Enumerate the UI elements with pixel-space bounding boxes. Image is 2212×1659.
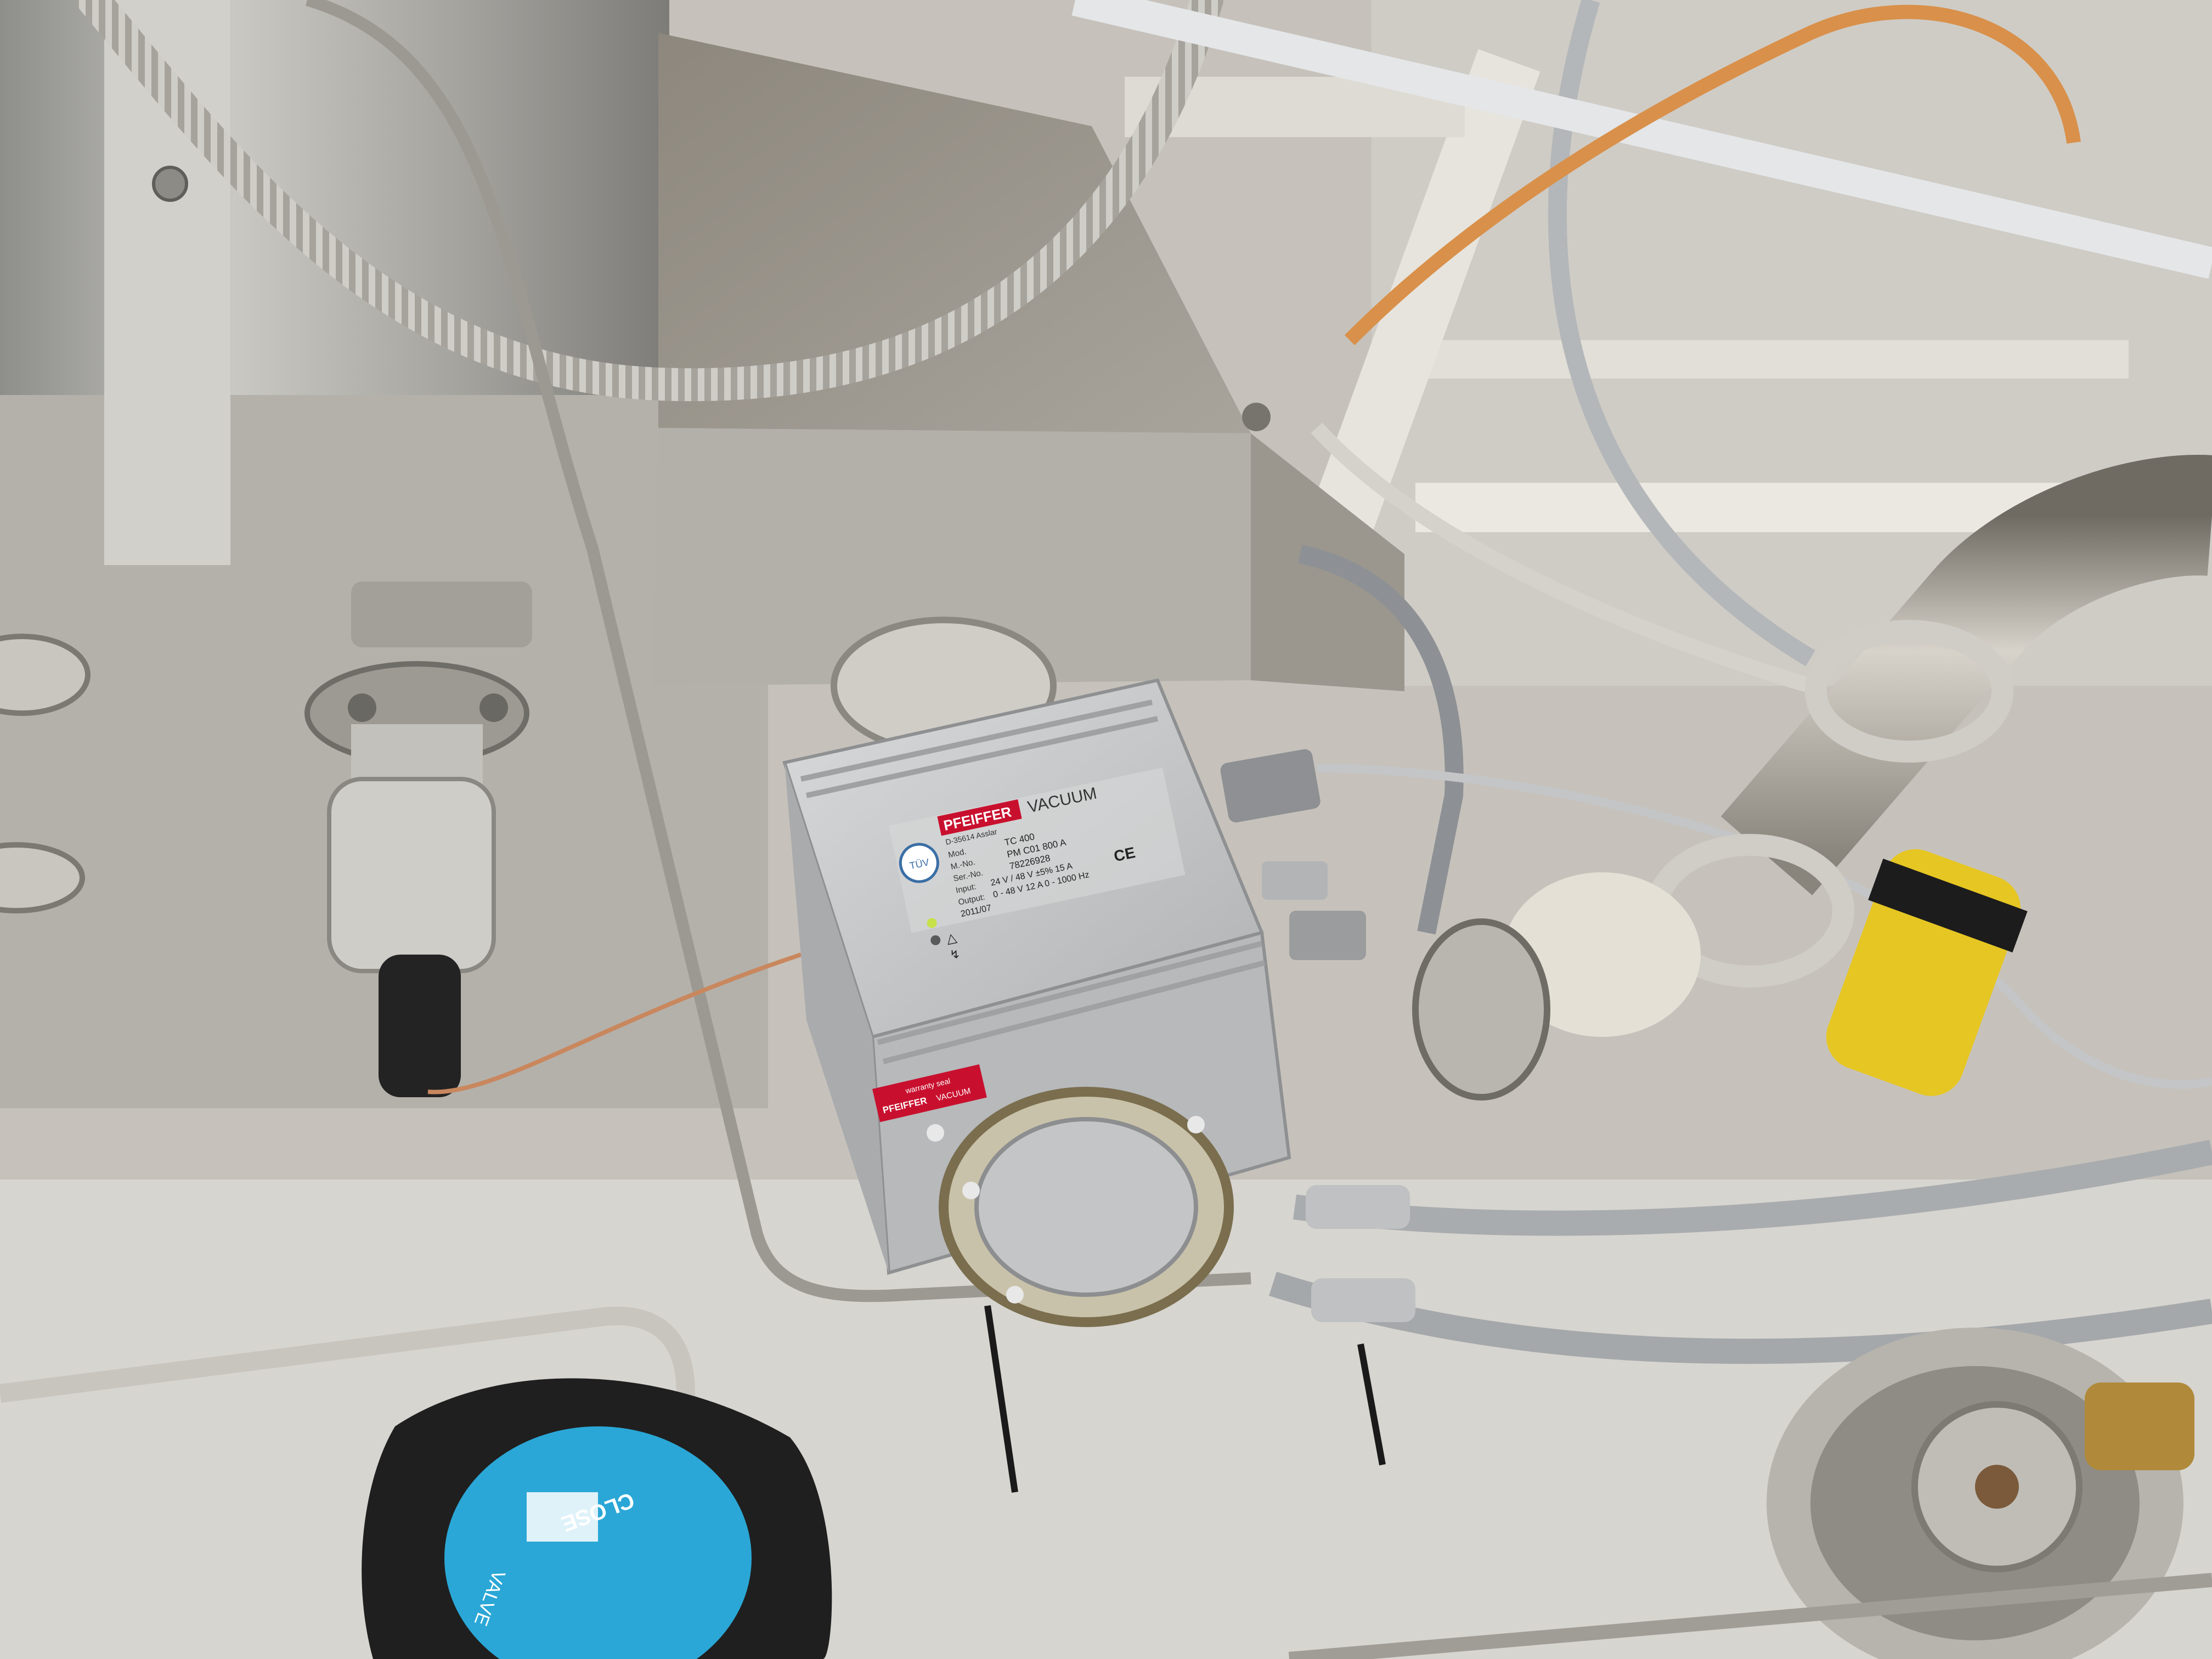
kf-pipe [1720,455,2212,895]
kf-clamp-upper [1805,620,2013,763]
white-gauge-body [1503,872,1701,1037]
upper-box-top [658,33,1251,433]
cable-black [984,1305,1018,1493]
steel-tube [305,0,1251,1302]
black-valve-band [1868,859,2028,953]
status-led [927,918,937,928]
bolt-head [152,166,188,202]
cable-gray-1 [1298,545,1464,935]
flex-hose [77,0,1223,402]
upper-box-front [653,428,1251,686]
tc400-controller [782,678,1291,1327]
valve-knob: CLOSE VALVE [362,1378,832,1659]
left-kf-clamp-lower [0,842,85,913]
cable-white [1071,0,2212,279]
warranty-seal: warranty seal PFEIFFER VACUUM [872,1064,987,1122]
feedthrough-assembly [304,582,532,1097]
cable-orange [1344,4,2081,346]
steel-tube-bottom [0,1306,695,1437]
gas-cylinder-valve [1767,1328,2194,1659]
box-bolt [1242,403,1271,431]
left-kf-clamp-upper [0,634,91,716]
floor-rail [1288,1573,2212,1659]
brand-badge [937,799,1022,836]
model-label: Mod. [947,847,967,860]
cable-connectors [1220,749,1415,1322]
cable-black-2 [1357,1343,1386,1466]
rating-plate: TÜV PFEIFFER VACUUM D-35614 Asslar Mod. … [889,767,1186,962]
rack-shelf [1415,340,2129,379]
lightning-icon: ↯ [949,946,961,962]
kf-flange-small [1412,918,1550,1101]
cable-gray-6 [1311,422,1813,693]
thermocouple-wire [427,952,802,1094]
status-led-2 [930,935,941,945]
rack-post [1290,49,1541,588]
tuv-icon: TÜV [899,843,939,883]
